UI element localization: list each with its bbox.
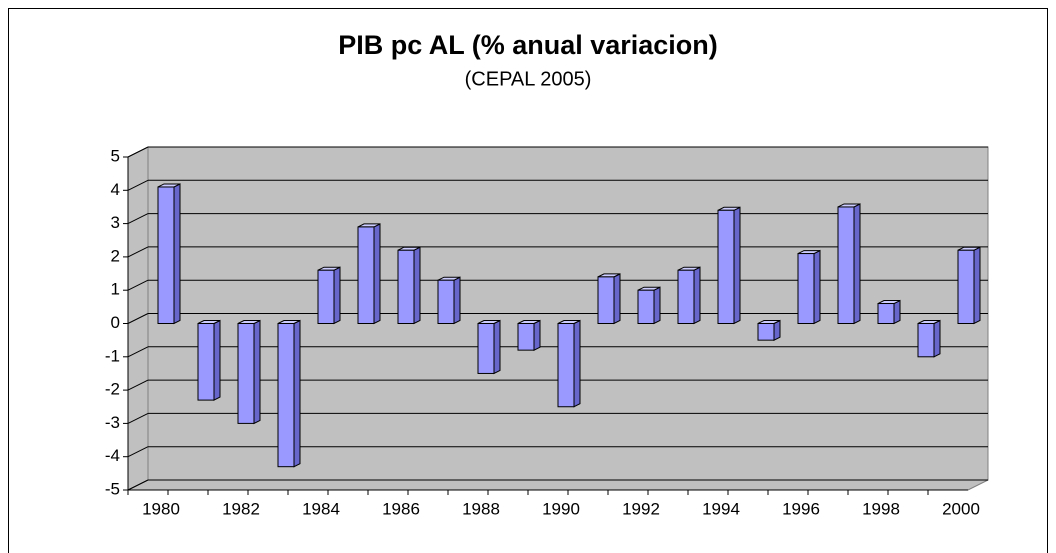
bar (757, 323, 775, 341)
bar-side (533, 319, 541, 351)
x-tick-label: 1986 (382, 499, 420, 518)
x-tick-label: 1992 (622, 499, 660, 518)
bar (637, 289, 655, 325)
y-tick-label: 2 (111, 246, 120, 265)
grid-line (127, 146, 149, 158)
bar-side (853, 203, 861, 325)
bar-side (333, 266, 341, 325)
grid-line (127, 479, 149, 491)
bar (957, 249, 975, 325)
bar (677, 269, 695, 324)
bar-side (373, 223, 381, 325)
bar-side (973, 246, 981, 325)
chart-title: PIB pc AL (% anual variacion) (338, 30, 718, 60)
bar (397, 249, 415, 325)
x-tick-label: 1988 (462, 499, 500, 518)
bar-side (733, 206, 741, 325)
floor (127, 479, 989, 491)
y-tick-label: 5 (111, 146, 120, 165)
grid-line (127, 379, 149, 391)
x-tick-label: 1996 (782, 499, 820, 518)
bar-side (253, 319, 261, 425)
y-tick-label: -3 (105, 413, 120, 432)
grid-line (127, 446, 149, 458)
bar (717, 209, 735, 324)
bar-side (933, 319, 941, 358)
bar-side (573, 319, 581, 408)
x-tick-label: 1998 (862, 499, 900, 518)
grid-line (127, 213, 149, 225)
y-tick-label: -5 (105, 479, 120, 498)
bar (277, 323, 295, 468)
x-tick-label: 1984 (302, 499, 340, 518)
bar (237, 323, 255, 424)
y-tick-label: -2 (105, 380, 120, 399)
bar (597, 276, 615, 325)
y-tick-label: 3 (111, 213, 120, 232)
bar (557, 323, 575, 408)
y-tick-label: -1 (105, 346, 120, 365)
bar (157, 186, 175, 324)
bar-side (813, 249, 821, 325)
x-tick-label: 1980 (142, 499, 180, 518)
bar (477, 323, 495, 374)
bar (517, 323, 535, 351)
x-tick-label: 1990 (542, 499, 580, 518)
bar-side (173, 183, 181, 325)
y-tick-label: 1 (111, 280, 120, 299)
bar (797, 253, 815, 325)
y-tick-label: 4 (111, 180, 120, 199)
bar-side (693, 266, 701, 325)
x-tick-label: 1994 (702, 499, 740, 518)
bar-side (293, 319, 301, 468)
grid-line (127, 179, 149, 191)
bar-side (493, 319, 501, 375)
bar (317, 269, 335, 324)
grid-line (127, 313, 149, 324)
bar (357, 226, 375, 324)
chart-subtitle: (CEPAL 2005) (465, 68, 592, 90)
bar-side (893, 299, 901, 325)
x-tick-label: 2000 (942, 499, 980, 518)
grid-line (127, 279, 149, 291)
bar-side (653, 286, 661, 325)
bar-side (453, 276, 461, 325)
bar (917, 323, 935, 358)
bar (837, 206, 855, 324)
x-tick-label: 1982 (222, 499, 260, 518)
y-tick-label: 0 (111, 313, 120, 332)
grid-line (127, 346, 149, 358)
bar-side (613, 273, 621, 325)
y-tick-label: -4 (105, 446, 120, 465)
bar (877, 303, 895, 324)
grid-line (127, 412, 149, 424)
bar (197, 323, 215, 401)
bar-side (413, 246, 421, 325)
bar-side (213, 319, 221, 401)
grid-line (127, 246, 149, 258)
bar (437, 279, 455, 324)
